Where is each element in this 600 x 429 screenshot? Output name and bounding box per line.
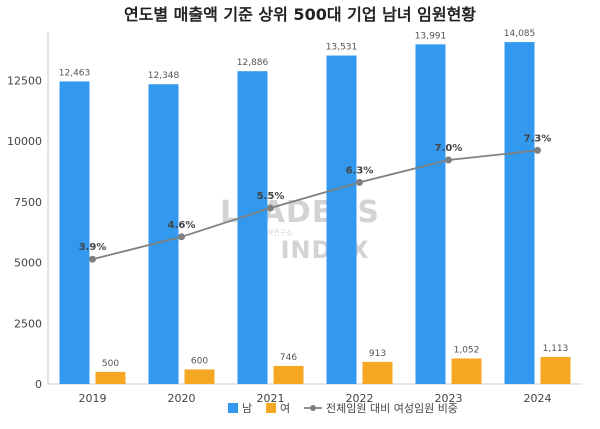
- ratio-point: [356, 178, 363, 186]
- bar-data-label: 12,886: [237, 58, 269, 68]
- y-tick-label: 2500: [14, 317, 42, 330]
- bar-data-label: 12,348: [148, 71, 180, 81]
- bar-male: [504, 42, 535, 384]
- ratio-data-label: 7.3%: [524, 133, 552, 144]
- y-tick-label: 12500: [7, 75, 42, 88]
- legend-line-marker: [310, 405, 316, 411]
- x-tick-label: 2019: [79, 392, 107, 405]
- y-tick-label: 10000: [7, 135, 42, 148]
- ratio-data-label: 6.3%: [346, 165, 374, 176]
- y-tick-label: 0: [35, 378, 42, 391]
- ratio-point: [534, 146, 541, 154]
- bar-data-label: 1,113: [543, 344, 569, 354]
- x-tick-label: 2020: [168, 392, 196, 405]
- bar-data-label: 500: [102, 359, 119, 369]
- bar-data-label: 13,531: [326, 43, 358, 53]
- bar-data-label: 1,052: [454, 345, 480, 355]
- x-tick-label: 2024: [524, 392, 552, 405]
- bar-female: [273, 365, 304, 384]
- legend-label: 남: [242, 402, 252, 415]
- bar-data-label: 12,463: [59, 68, 91, 78]
- ratio-point: [445, 156, 452, 164]
- bar-layer: [59, 42, 571, 385]
- ratio-data-label: 7.0%: [435, 143, 463, 154]
- ratio-point: [267, 204, 274, 212]
- bar-male: [59, 81, 90, 385]
- bar-female: [451, 358, 482, 384]
- ratio-data-label: 5.5%: [257, 191, 285, 202]
- bar-data-label: 14,085: [504, 29, 536, 39]
- ratio-data-label: 3.9%: [79, 242, 107, 253]
- bar-male: [148, 84, 179, 385]
- bar-data-label: 600: [191, 356, 208, 366]
- axis-layer: 0 2500 5000 7500 10000 12500 2019 2020 2021 2022 2…: [7, 32, 582, 405]
- legend: 남 여 전체임원 대비 여성임원 비중: [228, 402, 458, 415]
- line-layer: [89, 146, 541, 263]
- bar-data-label: 913: [369, 349, 386, 359]
- ratio-point: [89, 255, 96, 263]
- legend-swatch: [266, 403, 276, 413]
- legend-label: 전체임원 대비 여성임원 비중: [326, 402, 458, 415]
- bar-female: [95, 371, 126, 384]
- y-tick-label: 5000: [14, 257, 42, 270]
- bar-female: [540, 356, 571, 384]
- legend-label: 여: [280, 402, 290, 415]
- y-tick-label: 7500: [14, 196, 42, 209]
- bar-male: [415, 44, 446, 384]
- ratio-point: [178, 233, 185, 241]
- legend-swatch: [228, 403, 238, 413]
- x-tick-label: 2022: [346, 392, 374, 405]
- ratio-data-label: 4.6%: [168, 220, 196, 231]
- x-tick-label: 2023: [435, 392, 463, 405]
- bar-data-label: 13,991: [415, 31, 447, 41]
- watermark-tagline: 기업분석연구소: [247, 228, 293, 237]
- chart-title: 연도별 매출액 기준 상위 500대 기업 남녀 임원현황: [124, 5, 476, 24]
- x-tick-label: 2021: [257, 392, 285, 405]
- bar-male: [237, 71, 268, 384]
- label-layer: 12,463 12,348 12,886 13,531 13,991 14,085 500 6…: [59, 29, 569, 369]
- ratio-line: [92, 149, 538, 261]
- bar-female: [362, 361, 393, 384]
- bar-data-label: 746: [280, 353, 297, 363]
- bar-male: [326, 55, 357, 384]
- bar-female: [184, 369, 215, 384]
